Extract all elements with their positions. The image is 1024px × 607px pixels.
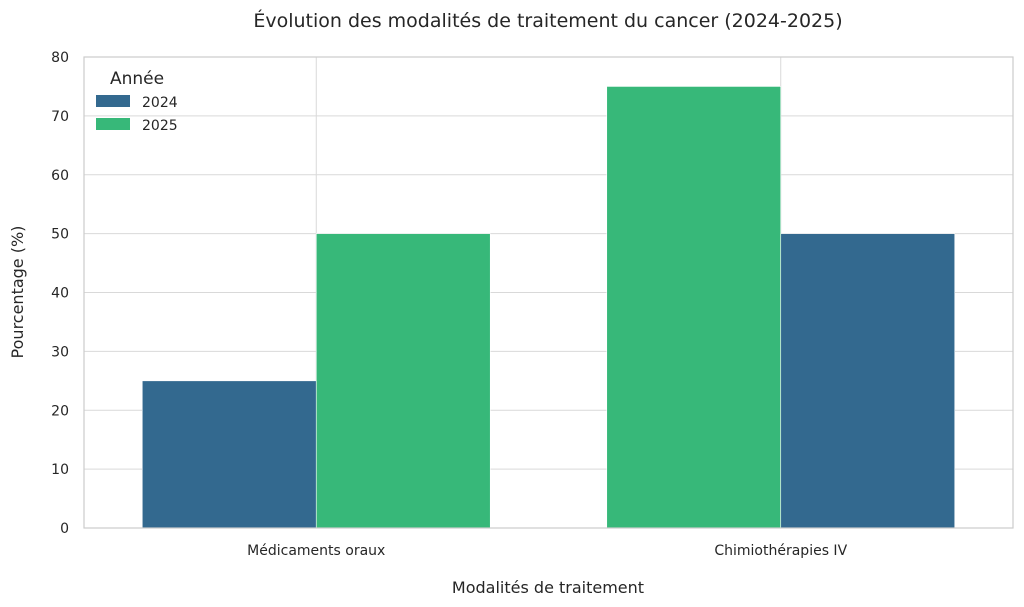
x-tick-label: Chimiothérapies IV <box>714 543 847 559</box>
y-tick-label: 10 <box>51 462 69 478</box>
bar-2025-1 <box>606 86 782 529</box>
bar-2024-0 <box>141 380 317 529</box>
x-axis-label: Modalités de traitement <box>452 578 644 597</box>
chart-title: Évolution des modalités de traitement du… <box>253 9 842 32</box>
legend: Année 2024 2025 <box>96 69 178 134</box>
legend-label-2024: 2024 <box>142 95 178 111</box>
bar-2025-0 <box>315 233 491 529</box>
y-tick-label: 80 <box>51 50 69 66</box>
y-tick-label: 60 <box>51 168 69 184</box>
y-tick-label: 20 <box>51 403 69 419</box>
legend-title: Année <box>110 69 164 89</box>
bar-2024-1 <box>780 233 956 529</box>
y-tick-label: 70 <box>51 109 69 125</box>
y-tick-label: 0 <box>60 521 69 537</box>
y-axis-label: Pourcentage (%) <box>8 226 27 359</box>
plot-frame <box>83 56 1014 529</box>
legend-label-2025: 2025 <box>142 118 178 134</box>
x-axis-ticks: Médicaments oraux Chimiothérapies IV <box>247 543 847 559</box>
y-axis-ticks: 0 10 20 30 40 50 60 70 80 <box>51 50 69 537</box>
bars <box>141 86 956 529</box>
y-tick-label: 30 <box>51 344 69 360</box>
legend-swatch-2025 <box>96 118 130 130</box>
y-tick-label: 50 <box>51 227 69 243</box>
legend-swatch-2024 <box>96 95 130 107</box>
x-tick-label: Médicaments oraux <box>247 543 385 559</box>
y-tick-label: 40 <box>51 286 69 302</box>
